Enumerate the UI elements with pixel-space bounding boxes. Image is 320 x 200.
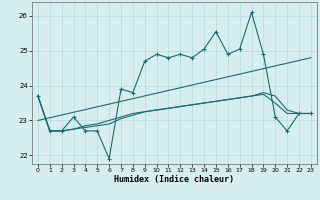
X-axis label: Humidex (Indice chaleur): Humidex (Indice chaleur) bbox=[115, 175, 234, 184]
